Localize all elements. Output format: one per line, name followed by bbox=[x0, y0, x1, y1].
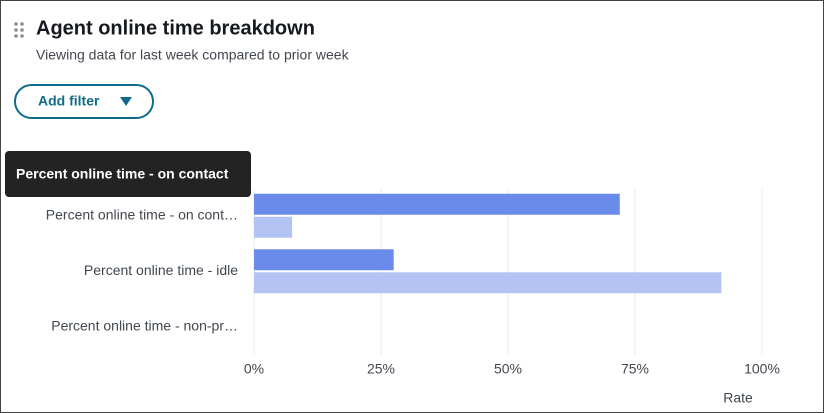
y-tick-label: Percent online time - idle bbox=[84, 262, 238, 278]
tooltip: Percent online time - on contact bbox=[5, 151, 251, 197]
bar bbox=[254, 193, 620, 215]
button-label[interactable]: Add filter bbox=[38, 93, 100, 109]
x-tick-label: 50% bbox=[494, 361, 522, 377]
button-frame[interactable] bbox=[14, 84, 154, 119]
bar bbox=[254, 216, 293, 238]
x-tick-label: 100% bbox=[744, 361, 780, 377]
x-axis-title: Rate bbox=[723, 390, 753, 406]
dropdown-icon[interactable] bbox=[120, 97, 132, 106]
drag-handle[interactable] bbox=[14, 22, 24, 38]
y-tick-label: Percent online time - on cont… bbox=[46, 206, 238, 222]
tooltip-text: Percent online time - on contact bbox=[16, 166, 229, 182]
x-tick-label: 0% bbox=[244, 361, 264, 377]
tooltip-box bbox=[5, 151, 251, 197]
subtitle: Viewing data for last week compared to p… bbox=[36, 47, 350, 63]
filter-button[interactable]: Add filter bbox=[14, 84, 154, 119]
x-tick-label: 75% bbox=[621, 361, 649, 377]
x-tick-label: 25% bbox=[367, 361, 395, 377]
title: Agent online time breakdown bbox=[36, 17, 315, 39]
bar bbox=[254, 272, 722, 294]
bar bbox=[254, 249, 394, 271]
y-tick-label: Percent online time - non-pr… bbox=[51, 317, 238, 333]
